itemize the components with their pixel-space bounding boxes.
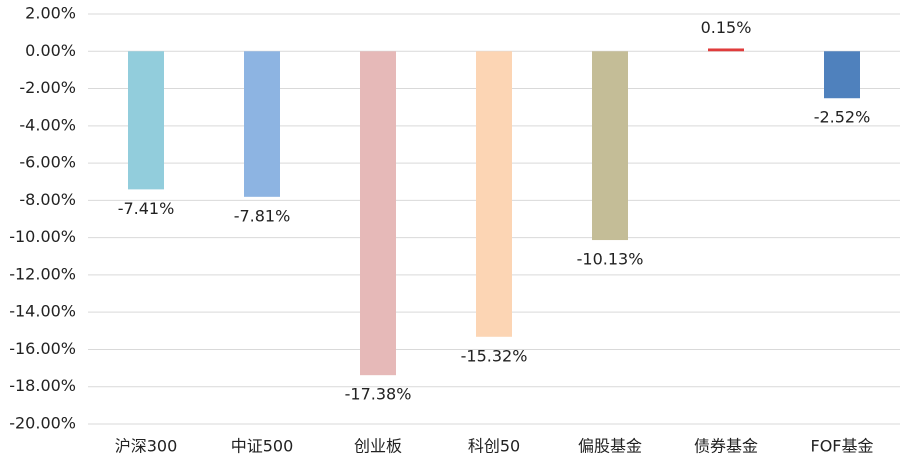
y-tick-label: -16.00% xyxy=(9,339,76,358)
value-label: -17.38% xyxy=(345,385,412,404)
x-tick-label: 科创50 xyxy=(468,437,520,456)
bar xyxy=(476,51,512,337)
y-tick-label: -6.00% xyxy=(19,153,76,172)
y-tick-label: -2.00% xyxy=(19,78,76,97)
x-tick-label: 创业板 xyxy=(354,437,402,456)
y-tick-label: 2.00% xyxy=(25,4,76,23)
bar xyxy=(824,51,860,99)
y-tick-label: -18.00% xyxy=(9,376,76,395)
y-tick-label: 0.00% xyxy=(25,41,76,60)
value-label: 0.15% xyxy=(701,18,752,37)
bar xyxy=(244,51,280,197)
bar xyxy=(592,51,628,241)
bar xyxy=(360,51,396,376)
y-tick-label: -4.00% xyxy=(19,115,76,134)
x-tick-label: 中证500 xyxy=(231,437,294,456)
value-label: -7.41% xyxy=(118,199,175,218)
y-tick-label: -20.00% xyxy=(9,414,76,433)
y-tick-label: -10.00% xyxy=(9,227,76,246)
value-label: -10.13% xyxy=(577,250,644,269)
value-label: -15.32% xyxy=(461,346,528,365)
y-tick-label: -8.00% xyxy=(19,190,76,209)
value-label: -2.52% xyxy=(814,108,871,127)
bar xyxy=(708,48,744,52)
value-label: -7.81% xyxy=(234,206,291,225)
bar xyxy=(128,51,164,190)
x-tick-label: 偏股基金 xyxy=(578,437,642,456)
x-tick-label: 债券基金 xyxy=(694,437,758,456)
y-tick-label: -12.00% xyxy=(9,264,76,283)
x-tick-label: 沪深300 xyxy=(115,437,178,456)
y-tick-label: -14.00% xyxy=(9,302,76,321)
x-tick-label: FOF基金 xyxy=(810,437,873,456)
